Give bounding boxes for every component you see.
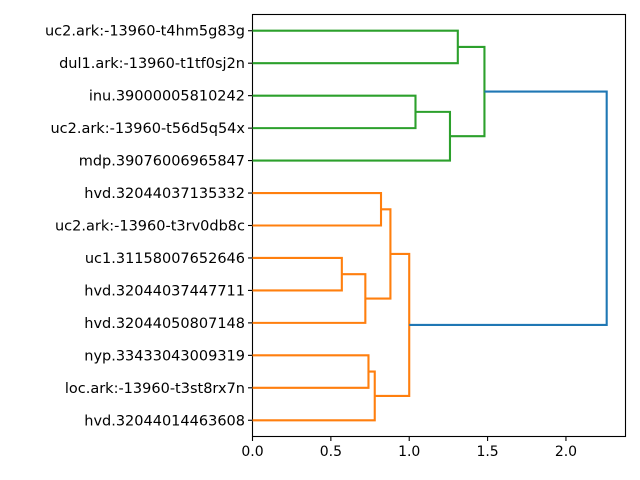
y-axis-ticks [248,30,253,421]
leaf-label: uc2.ark:-13960-t56d5q54x [50,121,245,137]
leaf-label: dul1.ark:-13960-t1tf0sj2n [59,56,245,72]
leaf-label: hvd.32044050807148 [84,316,245,332]
dendrogram-link-orange [252,370,376,422]
dendrogram-link-green [252,110,452,162]
dendrogram-link-blue [409,90,608,326]
leaf-label: uc1.31158007652646 [85,251,245,267]
x-tick-label: 0.5 [320,444,342,460]
dendrogram-link-orange [252,273,367,324]
x-tick-label: 1.5 [476,444,498,460]
leaf-label: hvd.32044014463608 [84,413,245,429]
x-tick-labels: 0.0 0.5 1.0 1.5 2.0 [241,444,577,460]
leaf-label: nyp.33433043009319 [84,348,245,364]
x-tick-label: 2.0 [555,444,577,460]
dendrogram-link-orange [252,256,343,292]
leaf-label: mdp.39076006965847 [79,154,245,170]
leaf-label: hvd.32044037135332 [84,186,245,202]
x-tick-label: 0.0 [241,444,263,460]
dendrogram-link-green [449,45,486,138]
dendrogram-link-green [252,94,417,130]
leaf-label: uc2.ark:-13960-t4hm5g83g [45,24,245,40]
dendrogram-link-orange [374,252,411,397]
leaf-labels: uc2.ark:-13960-t4hm5g83g dul1.ark:-13960… [45,24,245,430]
leaf-label: inu.39000005810242 [89,89,245,105]
leaf-label: loc.ark:-13960-t3st8rx7n [65,381,245,397]
leaf-label: hvd.32044037447711 [84,283,245,299]
leaf-label: uc2.ark:-13960-t3rv0db8c [55,219,245,235]
dendrogram-link-orange [252,191,383,227]
x-axis-ticks [251,436,567,441]
dendrogram-link-orange [365,208,392,300]
x-tick-label: 1.0 [398,444,420,460]
dendrogram-links [252,29,608,422]
dendrogram-link-green [252,29,459,65]
dendrogram-link-orange [252,354,370,389]
